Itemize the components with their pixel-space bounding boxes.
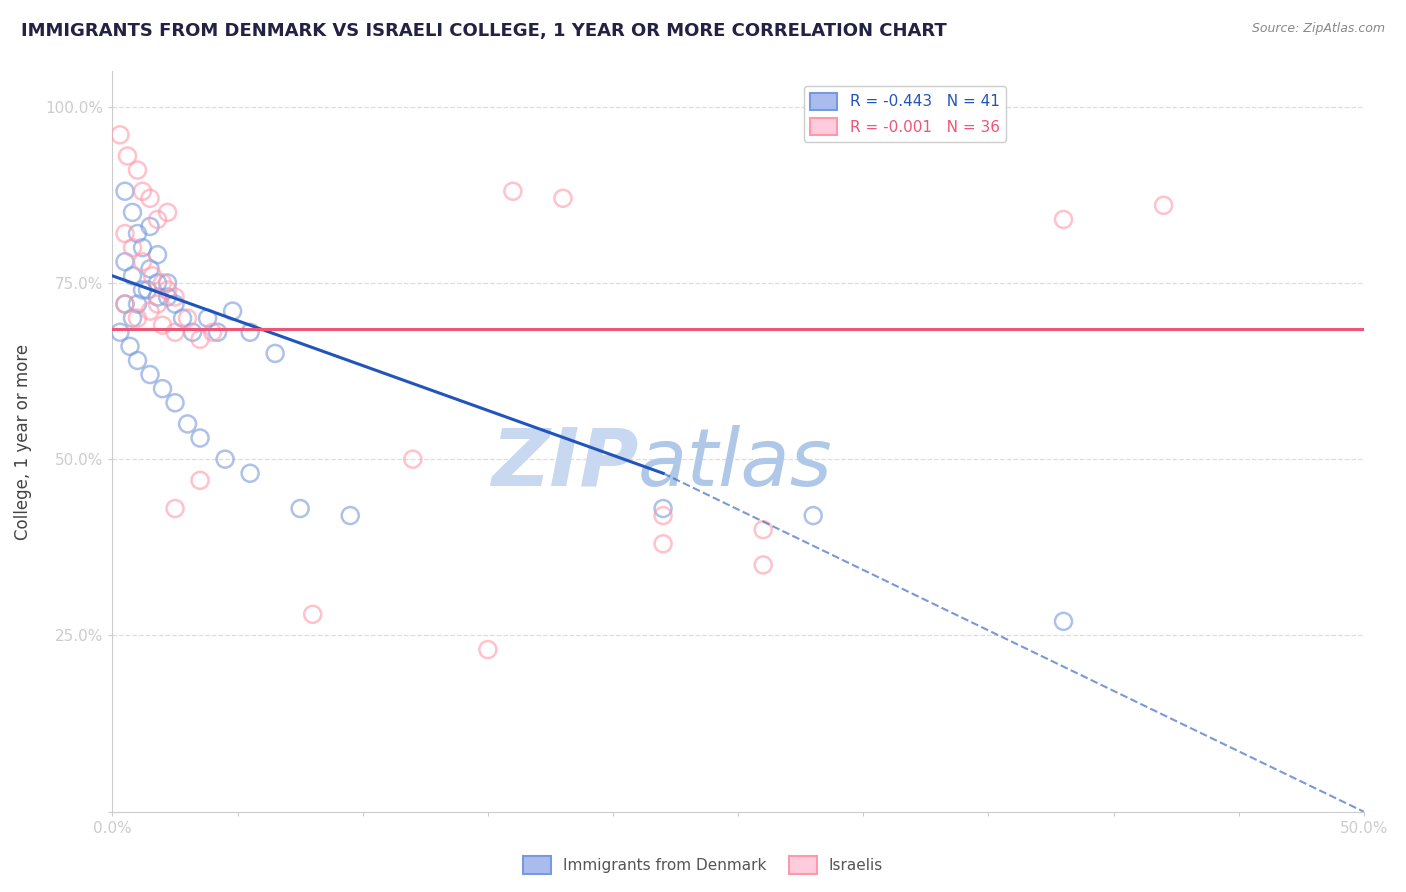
Point bbox=[264, 346, 287, 360]
Point bbox=[121, 205, 143, 219]
Point bbox=[127, 311, 149, 326]
Point bbox=[146, 290, 169, 304]
Point bbox=[146, 212, 169, 227]
Point bbox=[502, 184, 524, 198]
Point bbox=[163, 325, 186, 339]
Point bbox=[752, 558, 775, 572]
Point bbox=[108, 325, 131, 339]
Point bbox=[207, 325, 229, 339]
Point bbox=[114, 184, 136, 198]
Y-axis label: College, 1 year or more: College, 1 year or more bbox=[14, 343, 31, 540]
Point bbox=[152, 276, 174, 290]
Point bbox=[118, 339, 141, 353]
Point bbox=[176, 417, 198, 431]
Point bbox=[139, 261, 162, 276]
Point bbox=[181, 325, 204, 339]
Legend: R = -0.443   N = 41, R = -0.001   N = 36: R = -0.443 N = 41, R = -0.001 N = 36 bbox=[804, 87, 1005, 142]
Point bbox=[551, 191, 574, 205]
Point bbox=[197, 311, 219, 326]
Point bbox=[1052, 615, 1074, 629]
Text: atlas: atlas bbox=[638, 425, 832, 503]
Point bbox=[221, 304, 243, 318]
Point bbox=[136, 283, 159, 297]
Point bbox=[201, 325, 224, 339]
Point bbox=[652, 501, 675, 516]
Point bbox=[152, 382, 174, 396]
Point bbox=[114, 254, 136, 268]
Point bbox=[114, 297, 136, 311]
Point bbox=[290, 501, 312, 516]
Text: Source: ZipAtlas.com: Source: ZipAtlas.com bbox=[1251, 22, 1385, 36]
Point bbox=[131, 283, 153, 297]
Text: ZIP: ZIP bbox=[491, 425, 638, 503]
Point bbox=[146, 248, 169, 262]
Point bbox=[239, 325, 262, 339]
Point bbox=[131, 241, 153, 255]
Point bbox=[301, 607, 323, 622]
Point bbox=[652, 537, 675, 551]
Point bbox=[121, 241, 143, 255]
Point bbox=[108, 128, 131, 142]
Point bbox=[127, 297, 149, 311]
Point bbox=[156, 283, 179, 297]
Point bbox=[163, 396, 186, 410]
Text: IMMIGRANTS FROM DENMARK VS ISRAELI COLLEGE, 1 YEAR OR MORE CORRELATION CHART: IMMIGRANTS FROM DENMARK VS ISRAELI COLLE… bbox=[21, 22, 946, 40]
Point bbox=[114, 227, 136, 241]
Point bbox=[139, 219, 162, 234]
Point bbox=[139, 368, 162, 382]
Point bbox=[402, 452, 425, 467]
Point bbox=[131, 254, 153, 268]
Point bbox=[139, 191, 162, 205]
Legend: Immigrants from Denmark, Israelis: Immigrants from Denmark, Israelis bbox=[517, 850, 889, 880]
Point bbox=[801, 508, 824, 523]
Point bbox=[339, 508, 361, 523]
Point bbox=[477, 642, 499, 657]
Point bbox=[239, 467, 262, 481]
Point bbox=[127, 353, 149, 368]
Point bbox=[163, 501, 186, 516]
Point bbox=[121, 311, 143, 326]
Point bbox=[131, 184, 153, 198]
Point bbox=[752, 523, 775, 537]
Point bbox=[141, 268, 163, 283]
Point bbox=[117, 149, 139, 163]
Point bbox=[652, 508, 675, 523]
Point bbox=[114, 297, 136, 311]
Point bbox=[146, 297, 169, 311]
Point bbox=[139, 304, 162, 318]
Point bbox=[146, 276, 169, 290]
Point bbox=[156, 276, 179, 290]
Point bbox=[163, 297, 186, 311]
Point bbox=[214, 452, 236, 467]
Point bbox=[127, 227, 149, 241]
Point bbox=[121, 268, 143, 283]
Point bbox=[188, 332, 211, 346]
Point bbox=[156, 205, 179, 219]
Point bbox=[127, 163, 149, 178]
Point bbox=[156, 290, 179, 304]
Point bbox=[163, 290, 186, 304]
Point bbox=[188, 473, 211, 487]
Point bbox=[1153, 198, 1175, 212]
Point bbox=[172, 311, 194, 326]
Point bbox=[188, 431, 211, 445]
Point bbox=[152, 318, 174, 333]
Point bbox=[1052, 212, 1074, 227]
Point bbox=[176, 311, 198, 326]
